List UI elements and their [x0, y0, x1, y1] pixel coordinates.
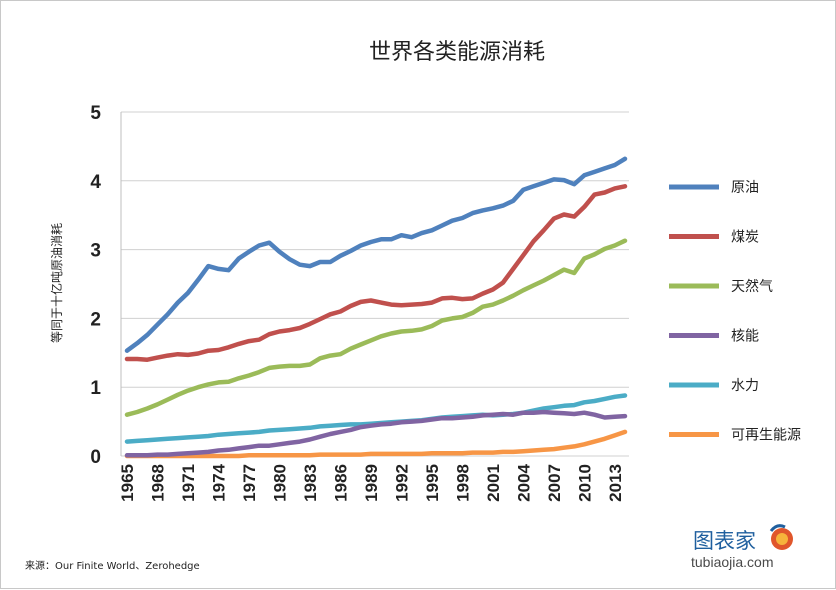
x-tick-label-2004: 2004: [514, 463, 533, 501]
legend-label-煤炭: 煤炭: [731, 230, 759, 246]
y-tick-label-5: 5: [90, 103, 101, 124]
series-line-原油: [124, 156, 628, 353]
chart-title: 世界各类能源消耗: [369, 40, 545, 65]
watermark-logo: 图表家 tubiaojia.com: [691, 524, 793, 570]
y-tick-label-0: 0: [90, 447, 101, 468]
watermark-icon: [769, 524, 793, 550]
x-tick-label-1977: 1977: [240, 464, 259, 502]
x-tick-label-1986: 1986: [331, 464, 350, 502]
x-tick-label-2001: 2001: [484, 464, 503, 502]
legend-label-天然气: 天然气: [731, 278, 773, 295]
x-tick-label-1992: 1992: [392, 464, 411, 502]
x-tick-labels: 1965 1968 1971 1974 1977 1980 1983 1986 1989 1992…: [118, 463, 625, 501]
y-tick-label-4: 4: [90, 172, 101, 193]
x-tick-label-1989: 1989: [362, 464, 381, 502]
x-tick-label-1995: 1995: [423, 464, 442, 502]
series-line-水力: [124, 393, 628, 444]
x-tick-label-2007: 2007: [545, 464, 564, 502]
series-lines: [124, 156, 628, 459]
legend-label-原油: 原油: [731, 180, 759, 196]
watermark-url: tubiaojia.com: [691, 554, 774, 570]
series-line-煤炭: [124, 184, 628, 362]
x-tick-label-1965: 1965: [118, 464, 137, 502]
watermark-brand: 图表家: [693, 529, 756, 553]
legend-label-核能: 核能: [731, 329, 759, 345]
x-tick-label-1974: 1974: [209, 463, 228, 501]
x-tick-label-2013: 2013: [606, 464, 625, 502]
y-tick-label-2: 2: [90, 309, 101, 330]
legend-label-水力: 水力: [731, 378, 759, 394]
x-tick-label-1998: 1998: [453, 464, 472, 502]
x-tick-label-1980: 1980: [270, 464, 289, 502]
x-tick-label-1983: 1983: [301, 464, 320, 502]
series-line-天然气: [124, 238, 628, 417]
x-tick-label-1971: 1971: [179, 464, 198, 502]
series-line-核能: [124, 409, 628, 458]
y-axis-label: 等同于十亿吨原油消耗: [49, 223, 64, 343]
source-note: 来源：Our Finite World、Zerohedge: [25, 559, 200, 572]
y-tick-labels: 0 1 2 3 4 5: [90, 103, 101, 468]
y-tick-label-1: 1: [90, 378, 101, 399]
series-line-可再生能源: [124, 429, 628, 459]
legend-label-可再生能源: 可再生能源: [731, 428, 801, 444]
x-tick-label-1968: 1968: [148, 464, 167, 502]
x-tick-label-2010: 2010: [575, 464, 594, 502]
y-tick-label-3: 3: [90, 241, 101, 262]
